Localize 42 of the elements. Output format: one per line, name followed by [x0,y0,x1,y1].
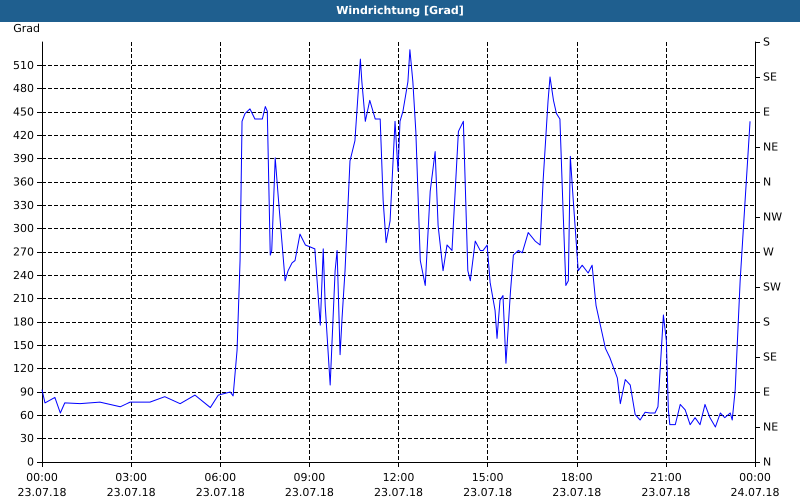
y-tick-label: 390 [13,152,34,166]
x-tick-label: 18:00 23.07.18 [552,471,602,499]
x-tick-label: 00:00 23.07.18 [18,471,66,499]
y-tick-label: 270 [13,246,34,258]
y-tick-label: 510 [13,58,34,72]
category-label: N [763,176,772,188]
x-tick-label: 15:00 23.07.18 [463,471,512,499]
category-label: E [763,386,770,398]
category-label: NE [763,420,778,434]
category-label: S [763,36,770,48]
x-tick-label: 21:00 23.07.18 [641,471,690,499]
y-tick-label: 330 [13,198,34,212]
y-tick-label: 300 [13,222,34,236]
category-label: NE [763,140,778,154]
category-label: W [763,246,774,258]
category-label: S [763,316,770,328]
category-label: N [763,456,772,468]
y-axis-title: Grad [13,22,40,35]
y-tick-label: 360 [13,176,34,188]
category-label: NW [763,210,782,224]
y-tick-label: 240 [13,268,34,282]
y-tick-label: 420 [13,128,34,142]
y-tick-label: 210 [13,292,34,306]
y-tick-label: 0 [27,456,34,468]
y-tick-label: 450 [13,106,34,118]
x-tick-label: 00:00 24.07.18 [730,471,780,499]
category-label: E [763,106,770,118]
category-label: SE [763,70,777,84]
x-tick-label: 03:00 23.07.18 [106,471,156,499]
y-tick-label: 30 [20,432,34,446]
y-tick-label: 120 [13,362,34,376]
y-tick-label: 60 [20,408,34,422]
y-tick-label: 480 [13,82,34,96]
x-tick-label: 06:00 23.07.18 [196,471,245,499]
chart-title: Windrichtung [Grad] [0,0,800,22]
x-tick-label: 12:00 23.07.18 [374,471,423,499]
category-label: SE [763,350,777,364]
y-tick-label: 150 [13,338,34,352]
category-label: SW [763,280,781,294]
y-tick-label: 90 [20,386,34,398]
x-tick-label: 09:00 23.07.18 [284,471,334,499]
y-tick-label: 180 [13,316,34,328]
